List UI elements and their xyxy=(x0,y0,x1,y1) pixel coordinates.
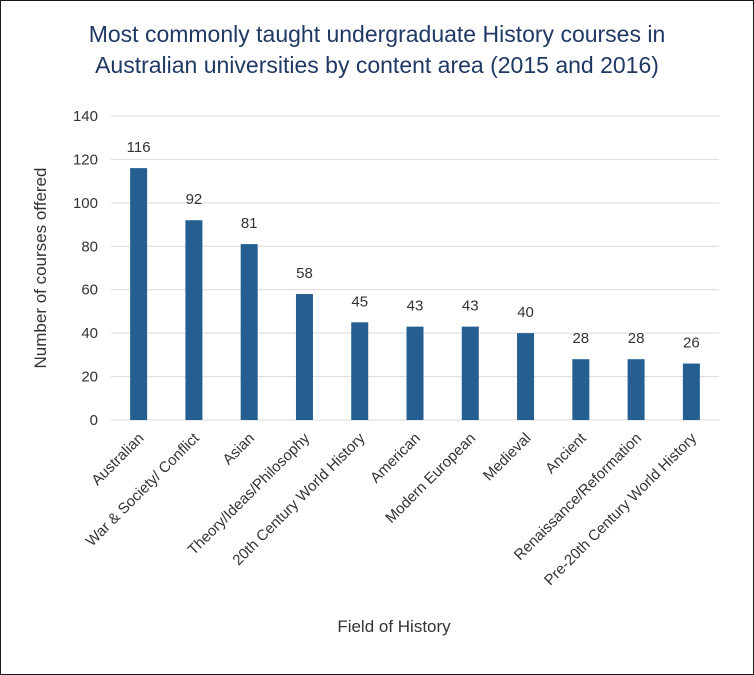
y-axis-title: Number of courses offered xyxy=(31,168,50,369)
bar xyxy=(295,294,313,420)
x-axis-title: Field of History xyxy=(337,617,451,636)
x-tick-label: Asian xyxy=(219,430,258,469)
data-label: 26 xyxy=(683,335,700,352)
y-tick-label: 20 xyxy=(81,369,98,386)
data-label: 40 xyxy=(517,304,534,321)
chart-title: Most commonly taught undergraduate Histo… xyxy=(89,21,666,78)
bar xyxy=(185,220,203,420)
y-tick-label: 40 xyxy=(81,325,98,342)
data-label: 28 xyxy=(572,330,589,347)
x-tick-label: Medieval xyxy=(480,430,534,484)
bar xyxy=(627,359,645,420)
bars xyxy=(130,168,700,420)
bar xyxy=(461,326,479,420)
bar xyxy=(517,333,535,420)
bar xyxy=(682,363,700,420)
x-tick-label: War & Society/ Conflict xyxy=(83,429,204,550)
bar xyxy=(351,322,369,420)
y-tick-label: 140 xyxy=(73,108,98,125)
bar xyxy=(572,359,590,420)
data-label: 28 xyxy=(628,330,645,347)
data-label: 116 xyxy=(127,139,151,156)
y-tick-label: 120 xyxy=(73,151,98,168)
data-label: 43 xyxy=(462,298,479,315)
bar xyxy=(406,326,424,420)
data-label: 58 xyxy=(296,265,313,282)
x-tick-label: Australian xyxy=(88,430,147,489)
x-tick-label: American xyxy=(367,430,424,487)
chart-title-line-1: Most commonly taught undergraduate Histo… xyxy=(89,21,666,47)
bar xyxy=(130,168,148,420)
data-label: 43 xyxy=(407,298,424,315)
y-tick-label: 60 xyxy=(81,282,98,299)
y-tick-label: 0 xyxy=(90,412,98,429)
data-labels: 116 92 81 58 45 43 43 40 28 28 26 xyxy=(127,139,700,351)
y-tick-label: 80 xyxy=(81,238,98,255)
y-tick-labels: 0 20 40 60 80 100 120 140 xyxy=(73,108,98,429)
y-tick-label: 100 xyxy=(73,195,98,212)
data-label: 45 xyxy=(351,293,368,310)
data-label: 81 xyxy=(241,215,258,232)
bar xyxy=(240,244,258,420)
x-tick-label: Ancient xyxy=(542,429,590,477)
chart-title-line-2: Australian universities by content area … xyxy=(95,52,659,78)
data-label: 92 xyxy=(186,191,203,208)
